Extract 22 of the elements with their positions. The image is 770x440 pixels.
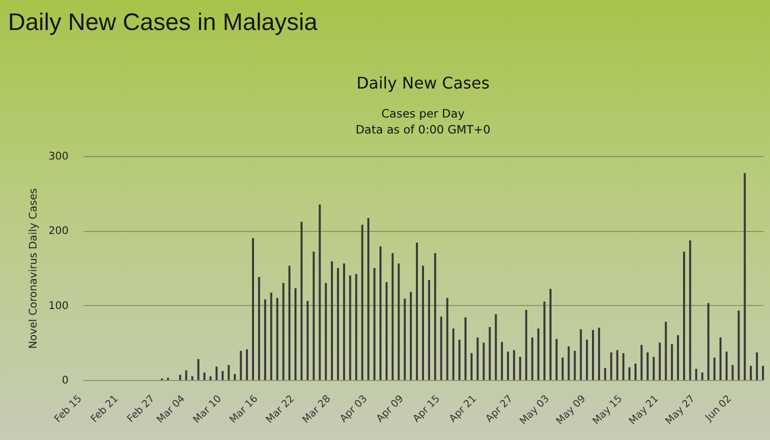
x-tick-label: Feb 15: [52, 393, 84, 425]
y-tick-label: 200: [48, 225, 68, 238]
y-tick-label: 0: [62, 374, 68, 386]
x-tick-label: Apr 27: [484, 393, 516, 425]
y-tick-label: 100: [48, 300, 68, 312]
chart-title: Daily New Cases: [356, 74, 490, 92]
x-tick-label: Apr 15: [411, 393, 442, 425]
x-tick-label: Apr 03: [338, 393, 370, 425]
y-tick-label: 300: [48, 150, 68, 162]
x-tick-label: Jun 02: [703, 393, 734, 424]
x-tick-label: Feb 21: [89, 393, 121, 425]
x-tick-label: Mar 04: [155, 393, 188, 426]
x-tick-label: Feb 27: [126, 393, 158, 425]
x-tick-label: Mar 22: [264, 393, 297, 426]
x-tick-label: Mar 10: [191, 393, 224, 426]
y-axis-title: Novel Coronavirus Daily Cases: [27, 188, 40, 349]
x-tick-label: Apr 21: [448, 393, 479, 425]
text: Daily New Cases in Malaysia: [8, 8, 318, 38]
x-tick-label: Mar 28: [300, 393, 334, 426]
chart-subtitle: Cases per Day Data as of 0:00 GMT+0: [356, 106, 490, 136]
x-tick-label: Apr 09: [374, 393, 406, 425]
x-tick-label: Mar 16: [228, 393, 260, 426]
